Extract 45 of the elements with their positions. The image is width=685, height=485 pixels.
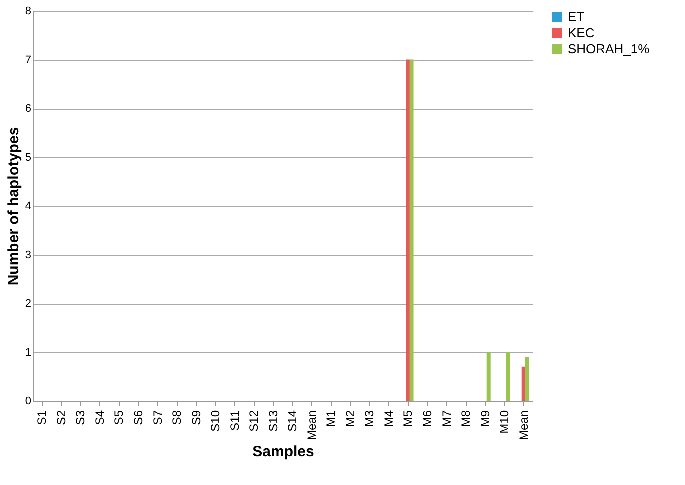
x-tick-label: M5: [401, 410, 416, 428]
y-tick-label: 1: [25, 346, 32, 359]
x-tick-label: S9: [189, 410, 204, 426]
x-tick-label: M2: [343, 410, 358, 428]
x-tick-label: M10: [498, 410, 512, 434]
bar: [525, 357, 530, 401]
x-tick-label: S1: [35, 410, 50, 426]
x-tick-label: M8: [459, 410, 474, 428]
y-tick-label: 5: [25, 152, 32, 164]
y-tick-label: 0: [25, 396, 32, 408]
bar: [486, 352, 491, 401]
y-tick-label: 3: [25, 249, 32, 262]
y-tick-label: 8: [25, 6, 32, 18]
y-tick-label: 7: [25, 54, 32, 66]
x-tick-label: Mean: [304, 410, 319, 441]
y-tick-label: 2: [25, 298, 32, 310]
legend-label: SHORAH_1%: [568, 42, 650, 56]
x-tick-label: M3: [362, 410, 377, 428]
x-tick-label: S3: [74, 410, 88, 426]
y-axis-title: Number of haplotypes: [5, 127, 22, 286]
x-tick-label: S13: [266, 410, 280, 432]
x-tick-label: M9: [478, 410, 492, 428]
bar: [506, 352, 510, 401]
bar: [410, 60, 414, 401]
x-tick-label: M1: [324, 410, 338, 428]
legend-label: KEC: [568, 26, 595, 40]
x-tick-label: S8: [170, 410, 184, 426]
x-tick-label: S6: [131, 410, 146, 426]
x-tick-label: S2: [54, 410, 68, 426]
x-tick-label: S10: [208, 410, 223, 432]
y-tick-label: 6: [25, 103, 32, 115]
bar: [406, 60, 410, 401]
y-tick-label: 4: [25, 200, 32, 212]
x-tick-label: S7: [150, 410, 165, 426]
x-tick-label: S11: [228, 410, 242, 431]
x-tick-label: M7: [440, 410, 454, 428]
x-tick-label: S5: [112, 410, 126, 426]
legend-label: ET: [568, 10, 585, 24]
x-tick-label: M4: [382, 410, 396, 428]
x-axis-title: Samples: [252, 444, 314, 461]
x-tick-label: M6: [420, 410, 435, 428]
x-tick-label: S12: [247, 410, 262, 432]
x-tick-label: Mean: [516, 410, 531, 441]
x-tick-label: S4: [92, 410, 107, 426]
x-tick-label: S14: [286, 410, 300, 432]
